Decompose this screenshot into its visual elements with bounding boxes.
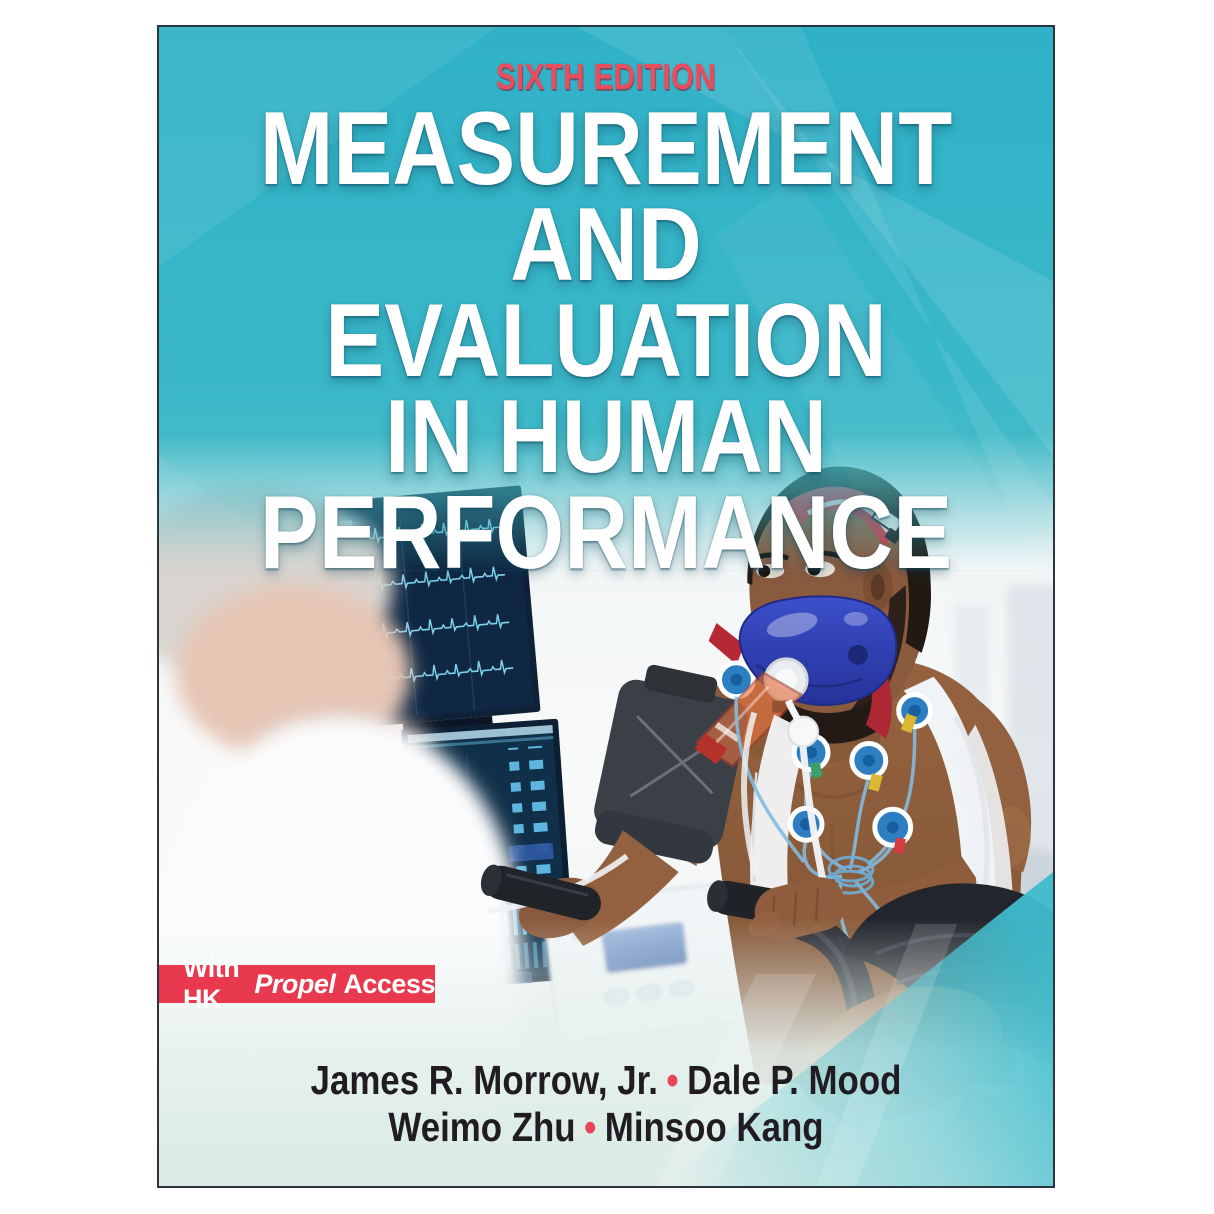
electrode-clip-yellow	[900, 713, 917, 734]
electrode-clip-green	[809, 761, 823, 779]
hkpropel-access-banner: With HK Propel Access	[159, 953, 435, 1014]
title-line-3: IN HUMAN	[385, 379, 827, 495]
bottom-teal-wedge	[656, 872, 1053, 1186]
title-line-2: AND EVALUATION	[325, 187, 887, 399]
author-line-1: James R. Morrow, Jr. • Dale P. Mood	[226, 1057, 986, 1104]
banner-propel: Propel	[254, 968, 336, 999]
vo2-mask	[694, 595, 898, 769]
author-names: James R. Morrow, Jr. • Dale P. Mood Weimo …	[226, 1057, 986, 1151]
chest-electrode	[717, 660, 756, 700]
title-line-4: PERFORMANCE	[259, 475, 953, 591]
edition-label: SIXTH EDITION	[495, 56, 717, 97]
author-name: Dale P. Mood	[687, 1057, 902, 1103]
sampling-tube	[694, 671, 804, 769]
title-line-1: MEASUREMENT	[259, 91, 953, 207]
banner-access: Access	[343, 968, 435, 999]
athlete-eyes	[751, 550, 843, 579]
book-title: MEASUREMENT AND EVALUATION IN HUMAN PERF…	[226, 91, 986, 591]
author-separator-bullet: •	[666, 1057, 679, 1103]
handlebar-grip-left	[480, 864, 601, 921]
electrode-clip-red	[893, 837, 906, 854]
inline-filter	[787, 715, 820, 748]
author-name: Weimo Zhu	[388, 1104, 576, 1150]
banner-with-hk: With HK	[183, 953, 240, 1014]
author-name: Minsoo Kang	[604, 1104, 824, 1150]
ecg-electrodes-and-wires	[734, 692, 990, 983]
author-line-2: Weimo Zhu • Minsoo Kang	[226, 1104, 986, 1151]
book-cover: SIXTH EDITION MEASUREMENT AND EVALUATION…	[157, 25, 1055, 1188]
blood-pressure-cuff	[594, 664, 748, 864]
bottom-light-bands	[656, 923, 958, 1186]
author-name: James R. Morrow, Jr.	[310, 1057, 658, 1103]
author-separator-bullet: •	[584, 1104, 597, 1150]
cover-photo-illustration	[159, 27, 1053, 1186]
